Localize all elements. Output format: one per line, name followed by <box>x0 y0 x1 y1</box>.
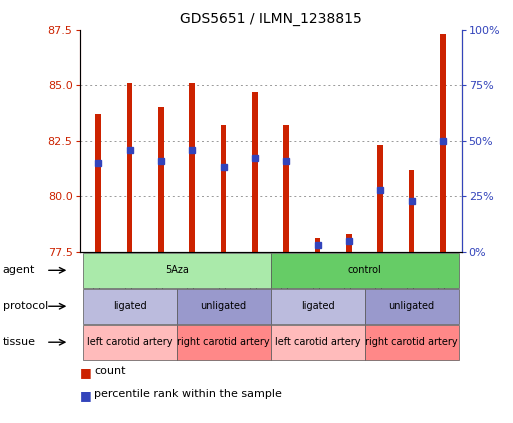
Bar <box>127 83 132 252</box>
Bar <box>284 125 289 252</box>
Text: ■: ■ <box>80 366 91 379</box>
Text: control: control <box>348 265 382 275</box>
Text: left carotid artery: left carotid artery <box>87 337 172 347</box>
Text: count: count <box>94 366 125 376</box>
Text: unligated: unligated <box>201 301 247 311</box>
Text: protocol: protocol <box>3 301 48 311</box>
Text: percentile rank within the sample: percentile rank within the sample <box>94 389 282 399</box>
Text: ligated: ligated <box>113 301 146 311</box>
Bar <box>346 234 352 252</box>
Text: right carotid artery: right carotid artery <box>177 337 270 347</box>
Bar <box>252 92 258 252</box>
Bar <box>440 34 446 252</box>
Bar <box>189 83 195 252</box>
Bar <box>158 107 164 252</box>
Text: 5Aza: 5Aza <box>165 265 189 275</box>
Bar <box>378 145 383 252</box>
Bar <box>95 114 101 252</box>
Text: left carotid artery: left carotid artery <box>275 337 360 347</box>
Text: unligated: unligated <box>388 301 435 311</box>
Text: agent: agent <box>3 265 35 275</box>
Title: GDS5651 / ILMN_1238815: GDS5651 / ILMN_1238815 <box>180 12 362 26</box>
Text: right carotid artery: right carotid artery <box>365 337 458 347</box>
Bar <box>221 125 226 252</box>
Text: ■: ■ <box>80 389 91 402</box>
Text: ligated: ligated <box>301 301 334 311</box>
Bar <box>315 239 321 252</box>
Bar <box>409 170 415 252</box>
Text: tissue: tissue <box>3 337 35 347</box>
